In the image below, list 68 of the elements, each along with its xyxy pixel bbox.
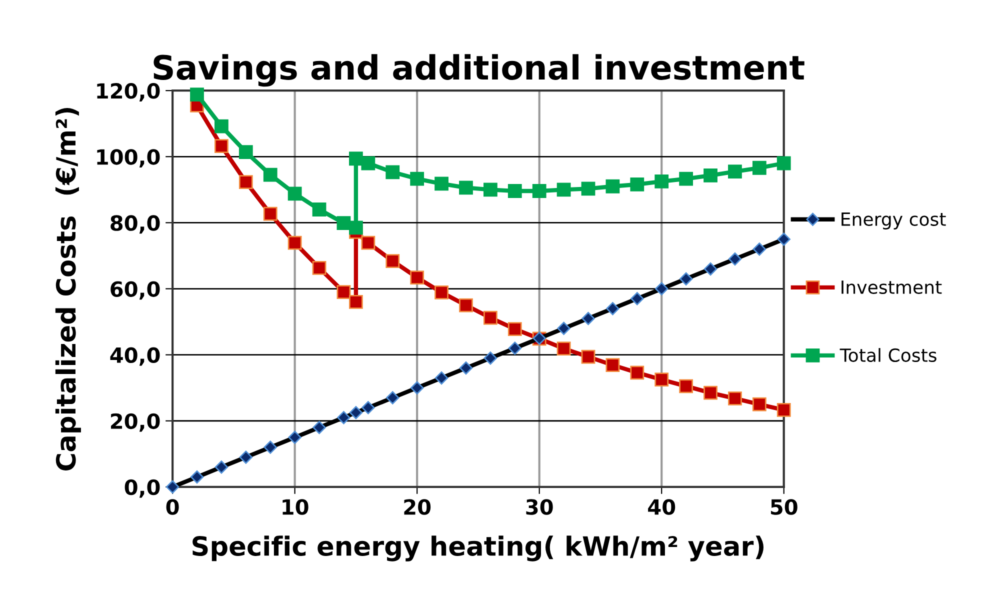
point [263, 206, 278, 221]
y-tick-label: 100,0 [97, 149, 160, 168]
x-tick-label: 50 [770, 499, 798, 515]
legend-label: Investment [842, 280, 942, 294]
point [361, 236, 376, 250]
point [728, 391, 742, 406]
point [349, 295, 363, 309]
point [728, 164, 742, 178]
point [630, 177, 644, 192]
legend-label: Total Costs [840, 348, 936, 362]
point [312, 202, 326, 216]
point [459, 298, 473, 312]
point [679, 172, 694, 186]
point [776, 403, 791, 417]
point [263, 168, 278, 182]
point [630, 366, 644, 380]
point [434, 285, 448, 300]
point [336, 285, 351, 300]
x-tick-label: 10 [282, 499, 308, 515]
x-tick-label: 0 [166, 499, 179, 515]
point [214, 119, 228, 134]
point [606, 179, 620, 194]
point [349, 152, 363, 166]
point [288, 236, 302, 250]
point [288, 186, 302, 201]
legend-label: Energy cost [842, 212, 946, 230]
y-tick-label: 20,0 [110, 413, 160, 432]
x-tick-label: 30 [526, 499, 553, 515]
point [508, 184, 522, 198]
y-tick-label: 60,0 [110, 281, 160, 300]
point [483, 182, 498, 197]
point [679, 379, 694, 394]
y-tick-label: 40,0 [110, 347, 160, 366]
point [654, 174, 669, 188]
point [386, 165, 400, 180]
point [483, 310, 498, 325]
point [361, 156, 376, 170]
point [312, 261, 326, 275]
point [238, 145, 253, 159]
point [386, 254, 400, 268]
point [532, 184, 546, 198]
point [556, 182, 571, 197]
x-tick-label: 20 [404, 499, 431, 515]
y-axis-title: Capitalized Costs (€/m²) [55, 108, 81, 470]
point [214, 139, 228, 154]
x-axis-title: Specific energy heating( kWh/m² year) [192, 536, 764, 562]
y-tick-label: 0,0 [124, 479, 160, 498]
point [459, 180, 473, 195]
point [336, 216, 351, 230]
point [410, 172, 424, 186]
point [704, 168, 718, 182]
point [752, 160, 766, 175]
point [190, 88, 204, 102]
x-tick-label: 40 [648, 499, 676, 515]
point [238, 175, 253, 190]
point [581, 350, 596, 364]
y-tick-label: 80,0 [110, 215, 160, 234]
point [776, 156, 791, 170]
point [606, 358, 620, 372]
point [434, 176, 448, 191]
point [654, 372, 669, 387]
point [752, 397, 766, 412]
point [556, 342, 571, 356]
point [410, 270, 424, 284]
point [349, 220, 363, 235]
point [704, 386, 718, 400]
point [581, 182, 596, 196]
point [508, 322, 522, 336]
